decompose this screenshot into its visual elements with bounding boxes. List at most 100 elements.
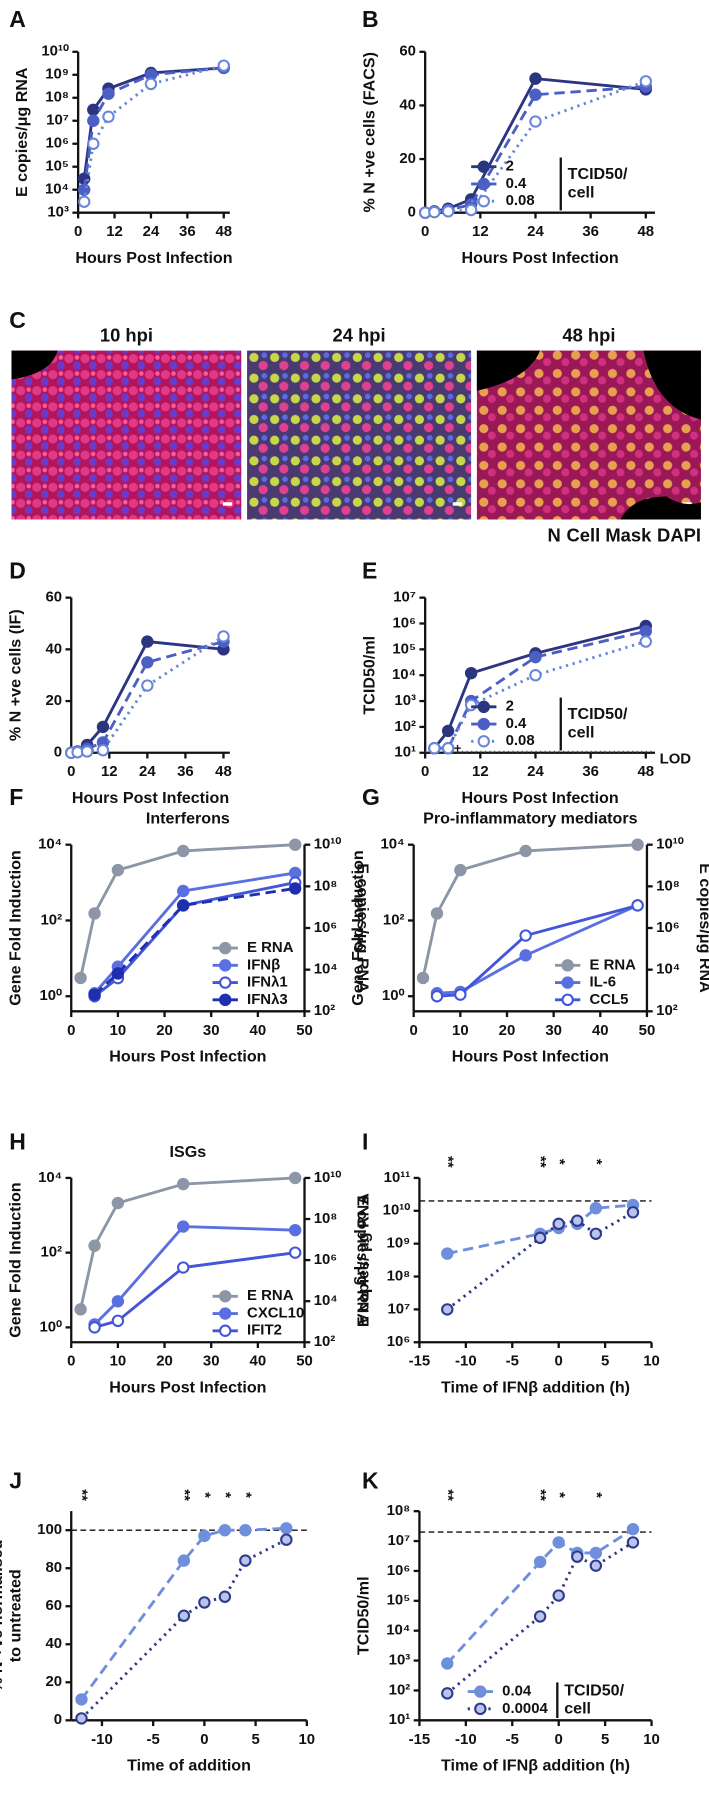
- y2-tick-label: 10⁶: [656, 919, 679, 936]
- data-point: [430, 990, 444, 1003]
- y-tick-label: 10⁸: [387, 1267, 411, 1284]
- data-point: [177, 1220, 190, 1233]
- x-tick-label: 30: [203, 1353, 220, 1370]
- y-tick-label: 10¹: [389, 1711, 411, 1728]
- data-point: [428, 205, 441, 219]
- series-line: [446, 1527, 634, 1665]
- data-point: [589, 1559, 603, 1572]
- data-point: [87, 114, 100, 127]
- data-point: [529, 115, 542, 128]
- lod-label: LOD: [660, 751, 692, 768]
- data-point: [533, 1610, 547, 1623]
- x-tick-label: 12: [472, 763, 489, 780]
- y2-tick-label: 10¹⁰: [314, 1169, 342, 1186]
- data-point: [631, 899, 644, 912]
- legend-marker: [561, 976, 574, 989]
- x-tick-label: 0: [67, 1353, 75, 1370]
- data-point: [288, 1223, 302, 1237]
- legend-title: TCID50/: [568, 705, 628, 723]
- y-tick-label: 40: [45, 1635, 62, 1652]
- significance-star: *: [588, 1159, 605, 1165]
- data-point: [454, 988, 467, 1001]
- y-tick-label: 10¹⁰: [383, 1202, 411, 1219]
- series-line: [80, 1526, 287, 1701]
- y2-tick-label: 10²: [314, 1002, 336, 1019]
- y-tick-label: 0: [408, 204, 416, 221]
- y-axis-label: TCID50/ml: [355, 1576, 373, 1655]
- data-point: [464, 203, 478, 217]
- data-point: [464, 698, 478, 712]
- y-tick-label: 10⁹: [387, 1235, 411, 1252]
- y-tick-label: 10⁵: [392, 640, 416, 657]
- data-point: [441, 1657, 454, 1670]
- data-point: [111, 967, 125, 980]
- significance-star: **: [176, 1489, 193, 1501]
- x-tick-label: -5: [147, 1731, 160, 1748]
- legend-label: CXCL10: [247, 1304, 304, 1321]
- x-tick-label: -10: [455, 1731, 477, 1748]
- series-line: [71, 635, 225, 755]
- data-point: [416, 971, 430, 985]
- x-tick-label: 50: [296, 1022, 313, 1039]
- legend-marker: [477, 735, 490, 748]
- y-tick-label: 0: [54, 744, 62, 761]
- data-point: [217, 630, 230, 643]
- data-point: [177, 884, 190, 898]
- data-point: [571, 1214, 584, 1227]
- x-tick-label: 12: [101, 763, 118, 780]
- legend-marker: [474, 1685, 487, 1698]
- panel-label: K: [362, 1468, 379, 1494]
- data-point: [102, 87, 115, 100]
- panel-label: H: [9, 1129, 26, 1155]
- data-point: [441, 1687, 454, 1700]
- data-point: [441, 1303, 454, 1316]
- significance-star: *: [588, 1492, 605, 1498]
- image-title: 10 hpi: [100, 325, 153, 346]
- x-tick-label: 48: [215, 763, 232, 780]
- data-point: [141, 635, 154, 648]
- image-legend-item: Cell Mask: [567, 525, 653, 546]
- legend-label: IL-6: [589, 974, 616, 991]
- y-tick-label: 20: [45, 1673, 62, 1690]
- data-point: [217, 59, 230, 72]
- x-tick-label: 40: [592, 1022, 609, 1039]
- legend-label: 2: [506, 698, 514, 715]
- data-point: [441, 1247, 454, 1260]
- y-tick-label: 20: [45, 692, 62, 709]
- y-tick-label: 10⁶: [45, 135, 68, 152]
- y-tick-label: 10⁸: [45, 89, 69, 106]
- data-point: [239, 1554, 252, 1567]
- x-tick-label: 48: [215, 223, 232, 240]
- x-axis-label: Hours Post Infection: [452, 1048, 609, 1066]
- data-point: [177, 1261, 190, 1274]
- data-point: [639, 635, 653, 648]
- panel-label: C: [9, 307, 26, 333]
- series-line: [436, 904, 638, 998]
- x-axis-label: Time of IFNβ addition (h): [441, 1757, 630, 1775]
- legend-marker: [219, 1324, 232, 1337]
- chart-title: Interferons: [146, 810, 230, 828]
- scale-bar: [222, 502, 233, 506]
- y-tick-label: 10⁵: [45, 158, 69, 175]
- image-title: 48 hpi: [562, 325, 615, 346]
- y-tick-label: 10⁶: [387, 1333, 410, 1350]
- x-tick-label: 10: [110, 1022, 127, 1039]
- x-tick-label: -5: [506, 1353, 519, 1370]
- significance-star: *: [237, 1492, 254, 1498]
- annotation: +: [454, 742, 461, 756]
- panel-label: J: [9, 1468, 22, 1494]
- data-point: [519, 949, 532, 962]
- data-point: [441, 742, 455, 755]
- series-line: [94, 1251, 296, 1329]
- y-tick-label: 10²: [389, 1681, 411, 1698]
- y-tick-label: 10⁷: [387, 1532, 410, 1549]
- data-point: [552, 1536, 565, 1549]
- y-tick-label: 10⁷: [387, 1300, 410, 1317]
- x-tick-label: 40: [250, 1353, 267, 1370]
- series-line: [436, 904, 639, 995]
- panel-label: F: [9, 784, 23, 810]
- series-line: [446, 1203, 634, 1255]
- y-tick-label: 40: [45, 640, 62, 657]
- y-tick-label: 10¹⁰: [41, 43, 69, 60]
